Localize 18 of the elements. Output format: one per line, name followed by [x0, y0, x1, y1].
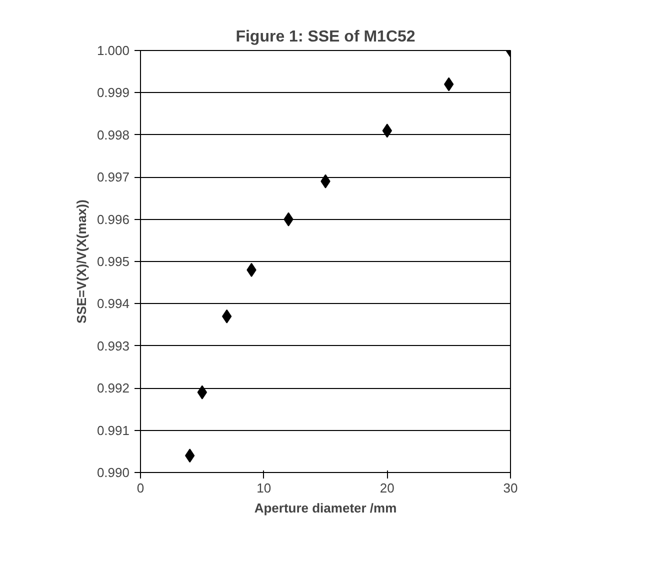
y-tick-label: 0.998 — [96, 127, 130, 142]
y-axis-title: SSE=V(X)/V(X(max)) — [74, 200, 89, 324]
x-tick-label: 20 — [380, 480, 394, 496]
y-tick-label: 0.993 — [96, 338, 130, 354]
y-tick-label: 0.992 — [96, 380, 130, 396]
y-tick-label: 0.990 — [96, 465, 130, 480]
y-tick-label: 0.996 — [96, 212, 130, 227]
y-tick-label: 0.999 — [96, 85, 130, 100]
y-tick-label: 0.995 — [96, 254, 130, 269]
chart-title: Figure 1: SSE of M1C52 — [236, 28, 416, 46]
y-tick-label: 0.991 — [96, 422, 130, 438]
x-axis-title: Aperture diameter /mm — [254, 500, 397, 516]
y-tick-label: 0.994 — [96, 296, 130, 312]
y-tick-label: 1.000 — [96, 43, 130, 58]
x-tick-label: 30 — [503, 480, 518, 496]
x-tick-label: 10 — [256, 480, 272, 496]
x-tick-label: 0 — [136, 480, 144, 496]
y-tick-label: 0.997 — [96, 170, 130, 185]
